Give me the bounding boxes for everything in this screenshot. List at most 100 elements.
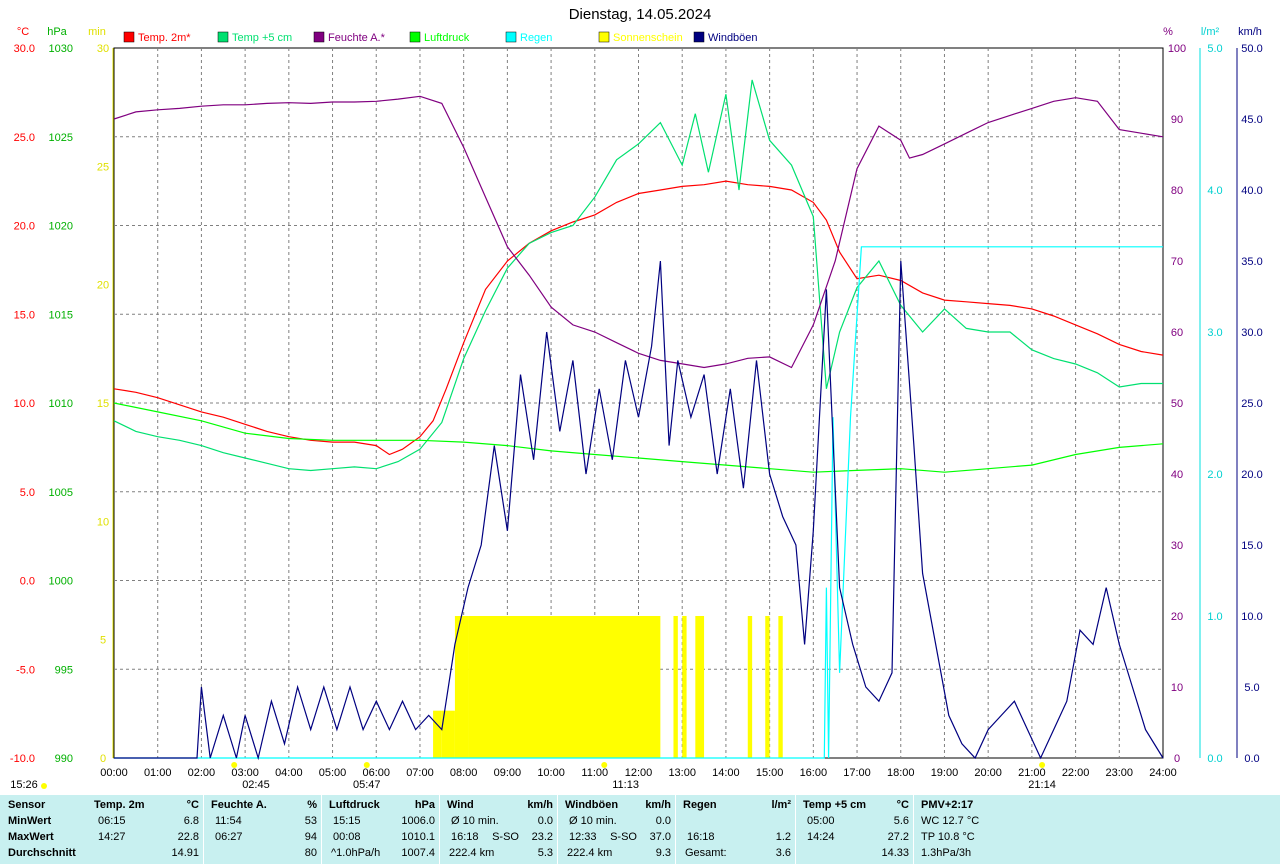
stats-max-value: 94 (304, 831, 317, 843)
time-tick-label: 07:00 (406, 767, 434, 779)
stats-max-time: 16:18 (451, 831, 479, 843)
temp-tick-label: 15.0 (14, 309, 35, 321)
stats-col-unit: km/h (527, 799, 553, 811)
moonset-time: 11:13 (612, 779, 639, 791)
time-tick-label: 19:00 (931, 767, 959, 779)
sunshine-bar (778, 616, 783, 758)
unit-label-left: min (88, 26, 106, 38)
stats-max-value: 23.2 (531, 831, 553, 843)
stats-min-time: Ø 10 min. (569, 815, 617, 827)
humidity-tick-label: 0 (1174, 753, 1180, 765)
wind-tick-label: 50.0 (1241, 43, 1262, 55)
stats-row-label: MinWert (8, 815, 52, 827)
series-line-luftdruck (113, 402, 1164, 473)
legend-swatch (693, 31, 705, 43)
astro-markers: 02:45 05:47 11:13 21:14 15:26 (10, 762, 1056, 791)
stats-max-time: 14:27 (98, 831, 126, 843)
rain-tick-label: 0.0 (1207, 753, 1222, 765)
humidity-tick-label: 20 (1171, 611, 1183, 623)
time-tick-label: 21:00 (1018, 767, 1046, 779)
unit-label-right: % (1163, 26, 1173, 38)
stats-row-label: MaxWert (8, 831, 54, 843)
stats-divider (439, 795, 440, 864)
pressure-tick-label: 1010 (49, 398, 73, 410)
legend-label: Temp. 2m* (138, 32, 191, 44)
wind-tick-label: 20.0 (1241, 469, 1262, 481)
stats-min-value: 0.0 (537, 815, 553, 827)
time-tick-label: 20:00 (974, 767, 1002, 779)
time-tick-label: 01:00 (144, 767, 172, 779)
sunshine-bar (454, 616, 469, 758)
stats-max-time: 00:08 (333, 831, 361, 843)
humidity-tick-label: 50 (1171, 398, 1183, 410)
sunset-time: 21:14 (1028, 779, 1056, 791)
sunshine-bar (673, 616, 678, 758)
series-line-windb-en (114, 260, 1164, 761)
pressure-tick-label: 1015 (49, 309, 73, 321)
humidity-tick-label: 40 (1171, 469, 1183, 481)
legend-label: Regen (520, 32, 552, 44)
stats-max-value: 27.2 (887, 831, 909, 843)
time-tick-label: 03:00 (231, 767, 259, 779)
sunshine-bar (765, 616, 770, 758)
stats-avg-label: ^1.0hPa/h (331, 847, 381, 859)
sun-tick-label: 15 (97, 398, 109, 410)
pressure-tick-label: 995 (55, 664, 73, 676)
sunshine-bar (433, 710, 442, 758)
pressure-tick-label: 1025 (49, 132, 73, 144)
stats-divider (913, 795, 914, 864)
legend: Temp. 2m* Temp +5 cm Feuchte A.* Luftdruck R… (123, 31, 758, 44)
sunshine-bar (441, 710, 455, 758)
moonset-icon (601, 762, 608, 768)
wind-tick-label: 15.0 (1241, 540, 1262, 552)
stats-max-value: 1010.1 (401, 831, 435, 843)
stats-max-time: 12:33 (569, 831, 597, 843)
legend-swatch (123, 31, 135, 43)
sun-tick-label: 25 (97, 161, 109, 173)
wind-tick-label: 5.0 (1244, 682, 1259, 694)
humidity-tick-label: 60 (1171, 327, 1183, 339)
legend-swatch (217, 31, 229, 43)
unit-label-left: hPa (47, 26, 67, 38)
stats-max-direction: S-SO (610, 831, 637, 843)
time-tick-label: 24:00 (1149, 767, 1177, 779)
time-tick-label: 16:00 (800, 767, 828, 779)
humidity-tick-label: 70 (1171, 256, 1183, 268)
stats-col-name: Feuchte A. (211, 799, 267, 811)
series-lines (113, 79, 1164, 761)
stats-max-direction: S-SO (492, 831, 519, 843)
stats-avg-value: 14.91 (171, 847, 199, 859)
stats-min-time: Ø 10 min. (451, 815, 499, 827)
legend-label: Feuchte A.* (328, 32, 386, 44)
stats-avg-value: 14.33 (881, 847, 909, 859)
stats-max-time: 14:24 (807, 831, 835, 843)
sunshine-bar (747, 616, 753, 758)
chart-title: Dienstag, 14.05.2024 (569, 6, 712, 23)
unit-label-right: km/h (1238, 26, 1262, 38)
stats-avg-value: 5.3 (537, 847, 553, 859)
temp-tick-label: 0.0 (20, 576, 35, 588)
humidity-tick-label: 100 (1168, 43, 1186, 55)
stats-col-name: Windböen (565, 799, 619, 811)
time-tick-label: 10:00 (537, 767, 565, 779)
stats-avg-label: Gesamt: (685, 847, 727, 859)
sun-tick-label: 30 (97, 43, 109, 55)
stats-col-name: Wind (447, 799, 474, 811)
time-tick-label: 08:00 (450, 767, 478, 779)
stats-avg-value: 3.6 (775, 847, 791, 859)
series-line-regen (114, 246, 1163, 759)
moonrise-icon (231, 762, 238, 768)
stats-col-unit: km/h (645, 799, 671, 811)
legend-label: Windböen (708, 32, 758, 44)
stats-col-name: Temp. 2m (94, 799, 145, 811)
stats-extra-line: WC 12.7 °C (921, 815, 980, 827)
wind-tick-label: 35.0 (1241, 256, 1262, 268)
moonrise-time: 02:45 (242, 779, 270, 791)
stats-col-name: Luftdruck (329, 799, 380, 811)
time-tick-label: 02:00 (188, 767, 216, 779)
legend-label: Temp +5 cm (232, 32, 292, 44)
wind-tick-label: 40.0 (1241, 185, 1262, 197)
time-tick-label: 05:00 (319, 767, 347, 779)
sun-tick-label: 0 (100, 753, 106, 765)
wind-tick-label: 30.0 (1241, 327, 1262, 339)
